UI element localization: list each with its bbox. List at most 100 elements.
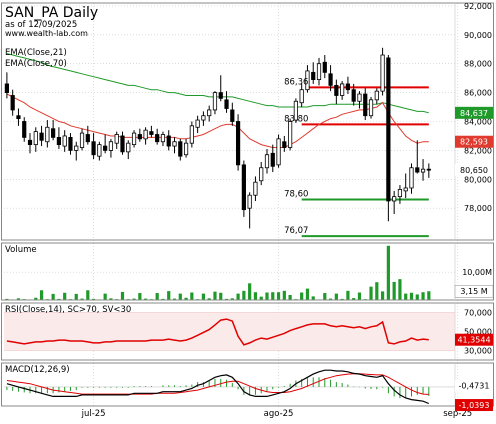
price-tick-label: 78,000 <box>464 204 492 213</box>
volume-bar <box>328 298 333 300</box>
candle-body <box>4 83 9 93</box>
volume-bar <box>178 293 182 300</box>
x-tick-label: sep-25 <box>443 409 472 419</box>
volume-bar <box>421 292 425 300</box>
candle-body <box>114 134 119 144</box>
candles-layer <box>4 47 431 229</box>
candle-body <box>247 194 252 209</box>
candle-body <box>218 92 223 99</box>
volume-bar <box>288 294 292 300</box>
price-tick-label: 80,000 <box>464 175 492 184</box>
volume-bar <box>276 292 281 300</box>
volume-bar <box>109 298 113 300</box>
candle-body <box>270 152 275 167</box>
volume-bar <box>236 293 240 300</box>
volume-bar <box>16 298 21 300</box>
candle-body <box>137 134 142 140</box>
candle-body <box>351 89 356 102</box>
candle-body <box>143 129 148 140</box>
volume-bar <box>404 293 408 300</box>
volume-bar <box>161 298 165 300</box>
volume-bar <box>415 294 419 300</box>
macd-last-value: -0,4731 <box>459 382 490 391</box>
volume-bar <box>213 291 217 300</box>
candle-body <box>45 126 50 143</box>
price-tick-label: 90,000 <box>464 31 492 40</box>
macd-title: MACD(12,26,9) <box>5 365 70 375</box>
volume-bar <box>144 298 148 300</box>
price-tick-label: 82,000 <box>464 146 492 155</box>
volume-bar <box>242 290 246 300</box>
candle-body <box>108 141 114 151</box>
volume-bar <box>224 298 229 300</box>
ema70-last-value: 84,637 <box>460 109 488 118</box>
candle-body <box>293 100 298 121</box>
candle-body <box>299 89 304 104</box>
volume-bar <box>305 288 310 300</box>
volume-bar <box>132 298 136 300</box>
candle-body <box>305 70 310 91</box>
ema21-line <box>6 93 429 148</box>
candle-body <box>172 141 177 147</box>
volume-bar <box>265 292 269 300</box>
candle-body <box>288 121 293 148</box>
rsi-last-value-bg <box>455 333 493 346</box>
support-label: 76,07 <box>284 226 308 236</box>
candle-body <box>120 135 125 153</box>
ema21-last-value-bg <box>455 135 493 148</box>
candle-body <box>62 135 67 147</box>
volume-bar <box>184 297 188 300</box>
candle-body <box>155 134 160 143</box>
candle-body <box>415 167 420 173</box>
volume-bar <box>207 298 211 300</box>
volume-bar <box>357 292 362 300</box>
candle-body <box>276 138 281 166</box>
support-label: 78,60 <box>284 190 308 200</box>
candle-body <box>340 83 345 96</box>
candle-body <box>397 189 403 198</box>
volume-bar <box>346 290 350 300</box>
volume-bar <box>340 298 344 300</box>
candle-body <box>363 93 368 117</box>
volume-bar <box>271 292 275 300</box>
candle-body <box>166 135 171 147</box>
volume-bar <box>369 286 373 300</box>
candle-body <box>409 167 414 189</box>
candle-body <box>10 95 15 111</box>
candle-body <box>328 73 333 86</box>
candle-body <box>189 125 194 144</box>
chart-title: SAN_PA Daily <box>5 5 98 21</box>
volume-bar <box>259 296 263 300</box>
candle-body <box>374 90 379 101</box>
candle-body <box>160 134 166 143</box>
candle-body <box>79 132 85 148</box>
price-tick-label: 86,000 <box>464 89 492 98</box>
volume-bar <box>392 281 396 300</box>
volume-bar <box>120 291 125 300</box>
volume-bar <box>219 292 223 300</box>
price-tick-label: 92,000 <box>464 2 492 11</box>
candle-body <box>97 144 102 157</box>
volume-bar <box>230 298 234 300</box>
macd-layer <box>6 369 430 405</box>
volume-last-value: 3,15 M <box>460 287 487 296</box>
panel-frames-layer <box>1 2 494 407</box>
ema70-legend: EMA(Close,70) <box>5 59 67 69</box>
volume-bar <box>103 293 107 300</box>
volume-bar <box>311 296 315 300</box>
candle-body <box>85 134 90 143</box>
candle-body <box>235 121 241 166</box>
candle-body <box>183 142 189 156</box>
x-tick-label: jul-25 <box>81 409 106 419</box>
candle-body <box>259 167 264 182</box>
candle-body <box>16 115 21 120</box>
candle-body <box>316 63 322 80</box>
macd-last-value-bg <box>455 379 493 392</box>
candle-body <box>386 57 391 202</box>
candle-body <box>426 168 431 171</box>
volume-bar <box>39 290 44 300</box>
ema21-last-value: 82,593 <box>460 138 488 147</box>
volume-bar <box>138 293 142 300</box>
volume-bar <box>167 291 171 300</box>
